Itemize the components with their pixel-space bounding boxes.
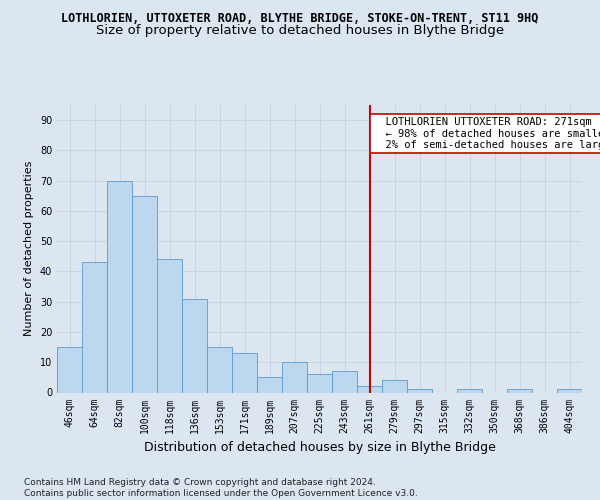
- Bar: [407, 390, 432, 392]
- Bar: [157, 260, 182, 392]
- Bar: [457, 390, 482, 392]
- Bar: [557, 390, 582, 392]
- Bar: [232, 353, 257, 393]
- Bar: [57, 347, 82, 393]
- Text: LOTHLORIEN UTTOXETER ROAD: 271sqm  
  ← 98% of detached houses are smaller (325): LOTHLORIEN UTTOXETER ROAD: 271sqm ← 98% …: [373, 117, 600, 150]
- Bar: [507, 390, 532, 392]
- Bar: [357, 386, 382, 392]
- Bar: [332, 372, 357, 392]
- X-axis label: Distribution of detached houses by size in Blythe Bridge: Distribution of detached houses by size …: [143, 441, 496, 454]
- Bar: [382, 380, 407, 392]
- Bar: [182, 298, 207, 392]
- Text: LOTHLORIEN, UTTOXETER ROAD, BLYTHE BRIDGE, STOKE-ON-TRENT, ST11 9HQ: LOTHLORIEN, UTTOXETER ROAD, BLYTHE BRIDG…: [61, 12, 539, 26]
- Bar: [132, 196, 157, 392]
- Text: Contains HM Land Registry data © Crown copyright and database right 2024.
Contai: Contains HM Land Registry data © Crown c…: [24, 478, 418, 498]
- Bar: [207, 347, 232, 393]
- Bar: [282, 362, 307, 392]
- Y-axis label: Number of detached properties: Number of detached properties: [24, 161, 34, 336]
- Bar: [82, 262, 107, 392]
- Bar: [107, 180, 132, 392]
- Bar: [257, 378, 282, 392]
- Bar: [307, 374, 332, 392]
- Text: Size of property relative to detached houses in Blythe Bridge: Size of property relative to detached ho…: [96, 24, 504, 37]
